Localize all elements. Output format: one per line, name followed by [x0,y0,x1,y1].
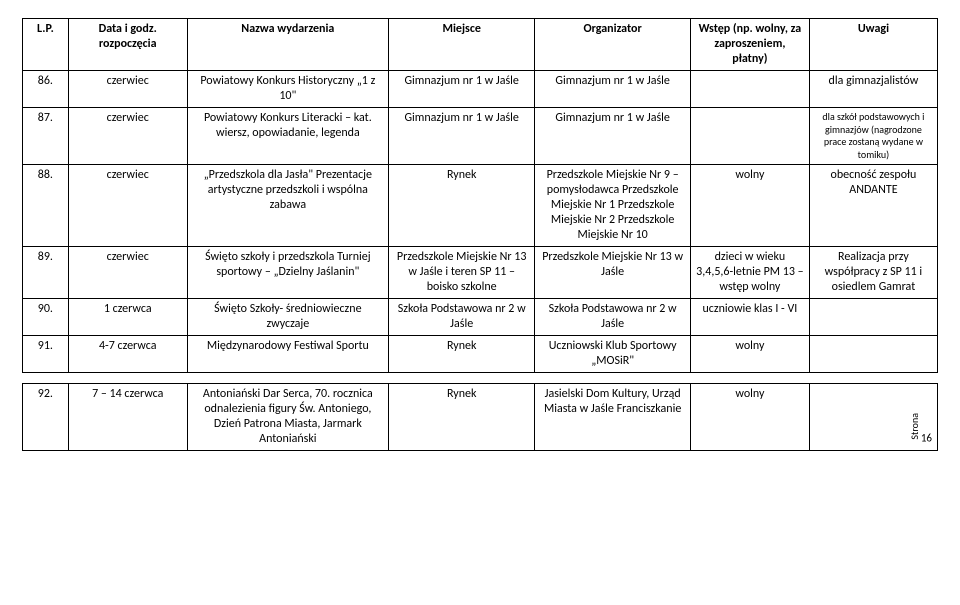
table-row: 89.czerwiecŚwięto szkoły i przedszkola T… [23,247,938,299]
cell-date: 4-7 czerwca [68,336,187,373]
cell-date: czerwiec [68,108,187,165]
cell-place: Rynek [388,336,534,373]
cell-name: Międzynarodowy Festiwal Sportu [187,336,388,373]
col-name: Nazwa wydarzenia [187,19,388,71]
cell-notes: dla gimnazjalistów [809,71,937,108]
cell-name: Powiatowy Konkurs Literacki – kat. wiers… [187,108,388,165]
cell-org: Jasielski Dom Kultury, Urząd Miasta w Ja… [535,384,691,451]
cell-entry: wolny [690,165,809,247]
cell-place: Rynek [388,165,534,247]
col-org: Organizator [535,19,691,71]
cell-lp: 91. [23,336,69,373]
cell-date: czerwiec [68,165,187,247]
table-row: 88.czerwiec„Przedszkola dla Jasła" Preze… [23,165,938,247]
table-row: 86.czerwiecPowiatowy Konkurs Historyczny… [23,71,938,108]
cell-lp: 87. [23,108,69,165]
cell-entry: wolny [690,336,809,373]
col-date: Data i godz. rozpoczęcia [68,19,187,71]
table-row: 92.7 – 14 czerwcaAntoniański Dar Serca, … [23,384,938,451]
cell-org: Gimnazjum nr 1 w Jaśle [535,108,691,165]
cell-date: 7 – 14 czerwca [68,384,187,451]
cell-place: Gimnazjum nr 1 w Jaśle [388,108,534,165]
cell-notes [809,336,937,373]
table-row: 87.czerwiecPowiatowy Konkurs Literacki –… [23,108,938,165]
header-row: L.P. Data i godz. rozpoczęcia Nazwa wyda… [23,19,938,71]
cell-notes: obecność zespołu ANDANTE [809,165,937,247]
cell-org: Przedszkole Miejskie Nr 13 w Jaśle [535,247,691,299]
cell-entry [690,71,809,108]
cell-place: Rynek [388,384,534,451]
cell-lp: 89. [23,247,69,299]
cell-entry: uczniowie klas I - VI [690,299,809,336]
col-entry: Wstęp (np. wolny, za zaproszeniem, płatn… [690,19,809,71]
col-lp: L.P. [23,19,69,71]
cell-date: czerwiec [68,247,187,299]
cell-lp: 88. [23,165,69,247]
cell-place: Gimnazjum nr 1 w Jaśle [388,71,534,108]
page-number-value: 16 [921,432,932,445]
cell-date: 1 czerwca [68,299,187,336]
cell-name: Święto Szkoły- średniowieczne zwyczaje [187,299,388,336]
table-row: 91.4-7 czerwcaMiędzynarodowy Festiwal Sp… [23,336,938,373]
cell-place: Szkoła Podstawowa nr 2 w Jaśle [388,299,534,336]
table-row: 90.1 czerwcaŚwięto Szkoły- średniowieczn… [23,299,938,336]
cell-lp: 90. [23,299,69,336]
events-table: L.P. Data i godz. rozpoczęcia Nazwa wyda… [22,18,938,373]
cell-lp: 86. [23,71,69,108]
cell-org: Szkoła Podstawowa nr 2 w Jaśle [535,299,691,336]
cell-org: Przedszkole Miejskie Nr 9 – pomysłodawca… [535,165,691,247]
cell-notes [809,299,937,336]
cell-name: „Przedszkola dla Jasła" Prezentacje arty… [187,165,388,247]
col-notes: Uwagi [809,19,937,71]
cell-org: Gimnazjum nr 1 w Jaśle [535,71,691,108]
cell-entry [690,108,809,165]
cell-notes: dla szkół podstawowych i gimnazjów (nagr… [809,108,937,165]
cell-name: Powiatowy Konkurs Historyczny „1 z 10" [187,71,388,108]
cell-notes: Realizacja przy współpracy z SP 11 i osi… [809,247,937,299]
cell-entry: dzieci w wieku 3,4,5,6-letnie PM 13 – ws… [690,247,809,299]
cell-org: Uczniowski Klub Sportowy „MOSiR" [535,336,691,373]
cell-date: czerwiec [68,71,187,108]
page-number: Strona16 [908,413,932,445]
cell-name: Święto szkoły i przedszkola Turniej spor… [187,247,388,299]
cell-lp: 92. [23,384,69,451]
cell-name: Antoniański Dar Serca, 70. rocznica odna… [187,384,388,451]
events-table-2: 92.7 – 14 czerwcaAntoniański Dar Serca, … [22,383,938,451]
col-place: Miejsce [388,19,534,71]
page-label: Strona [908,413,921,440]
cell-entry: wolny [690,384,809,451]
cell-place: Przedszkole Miejskie Nr 13 w Jaśle i ter… [388,247,534,299]
